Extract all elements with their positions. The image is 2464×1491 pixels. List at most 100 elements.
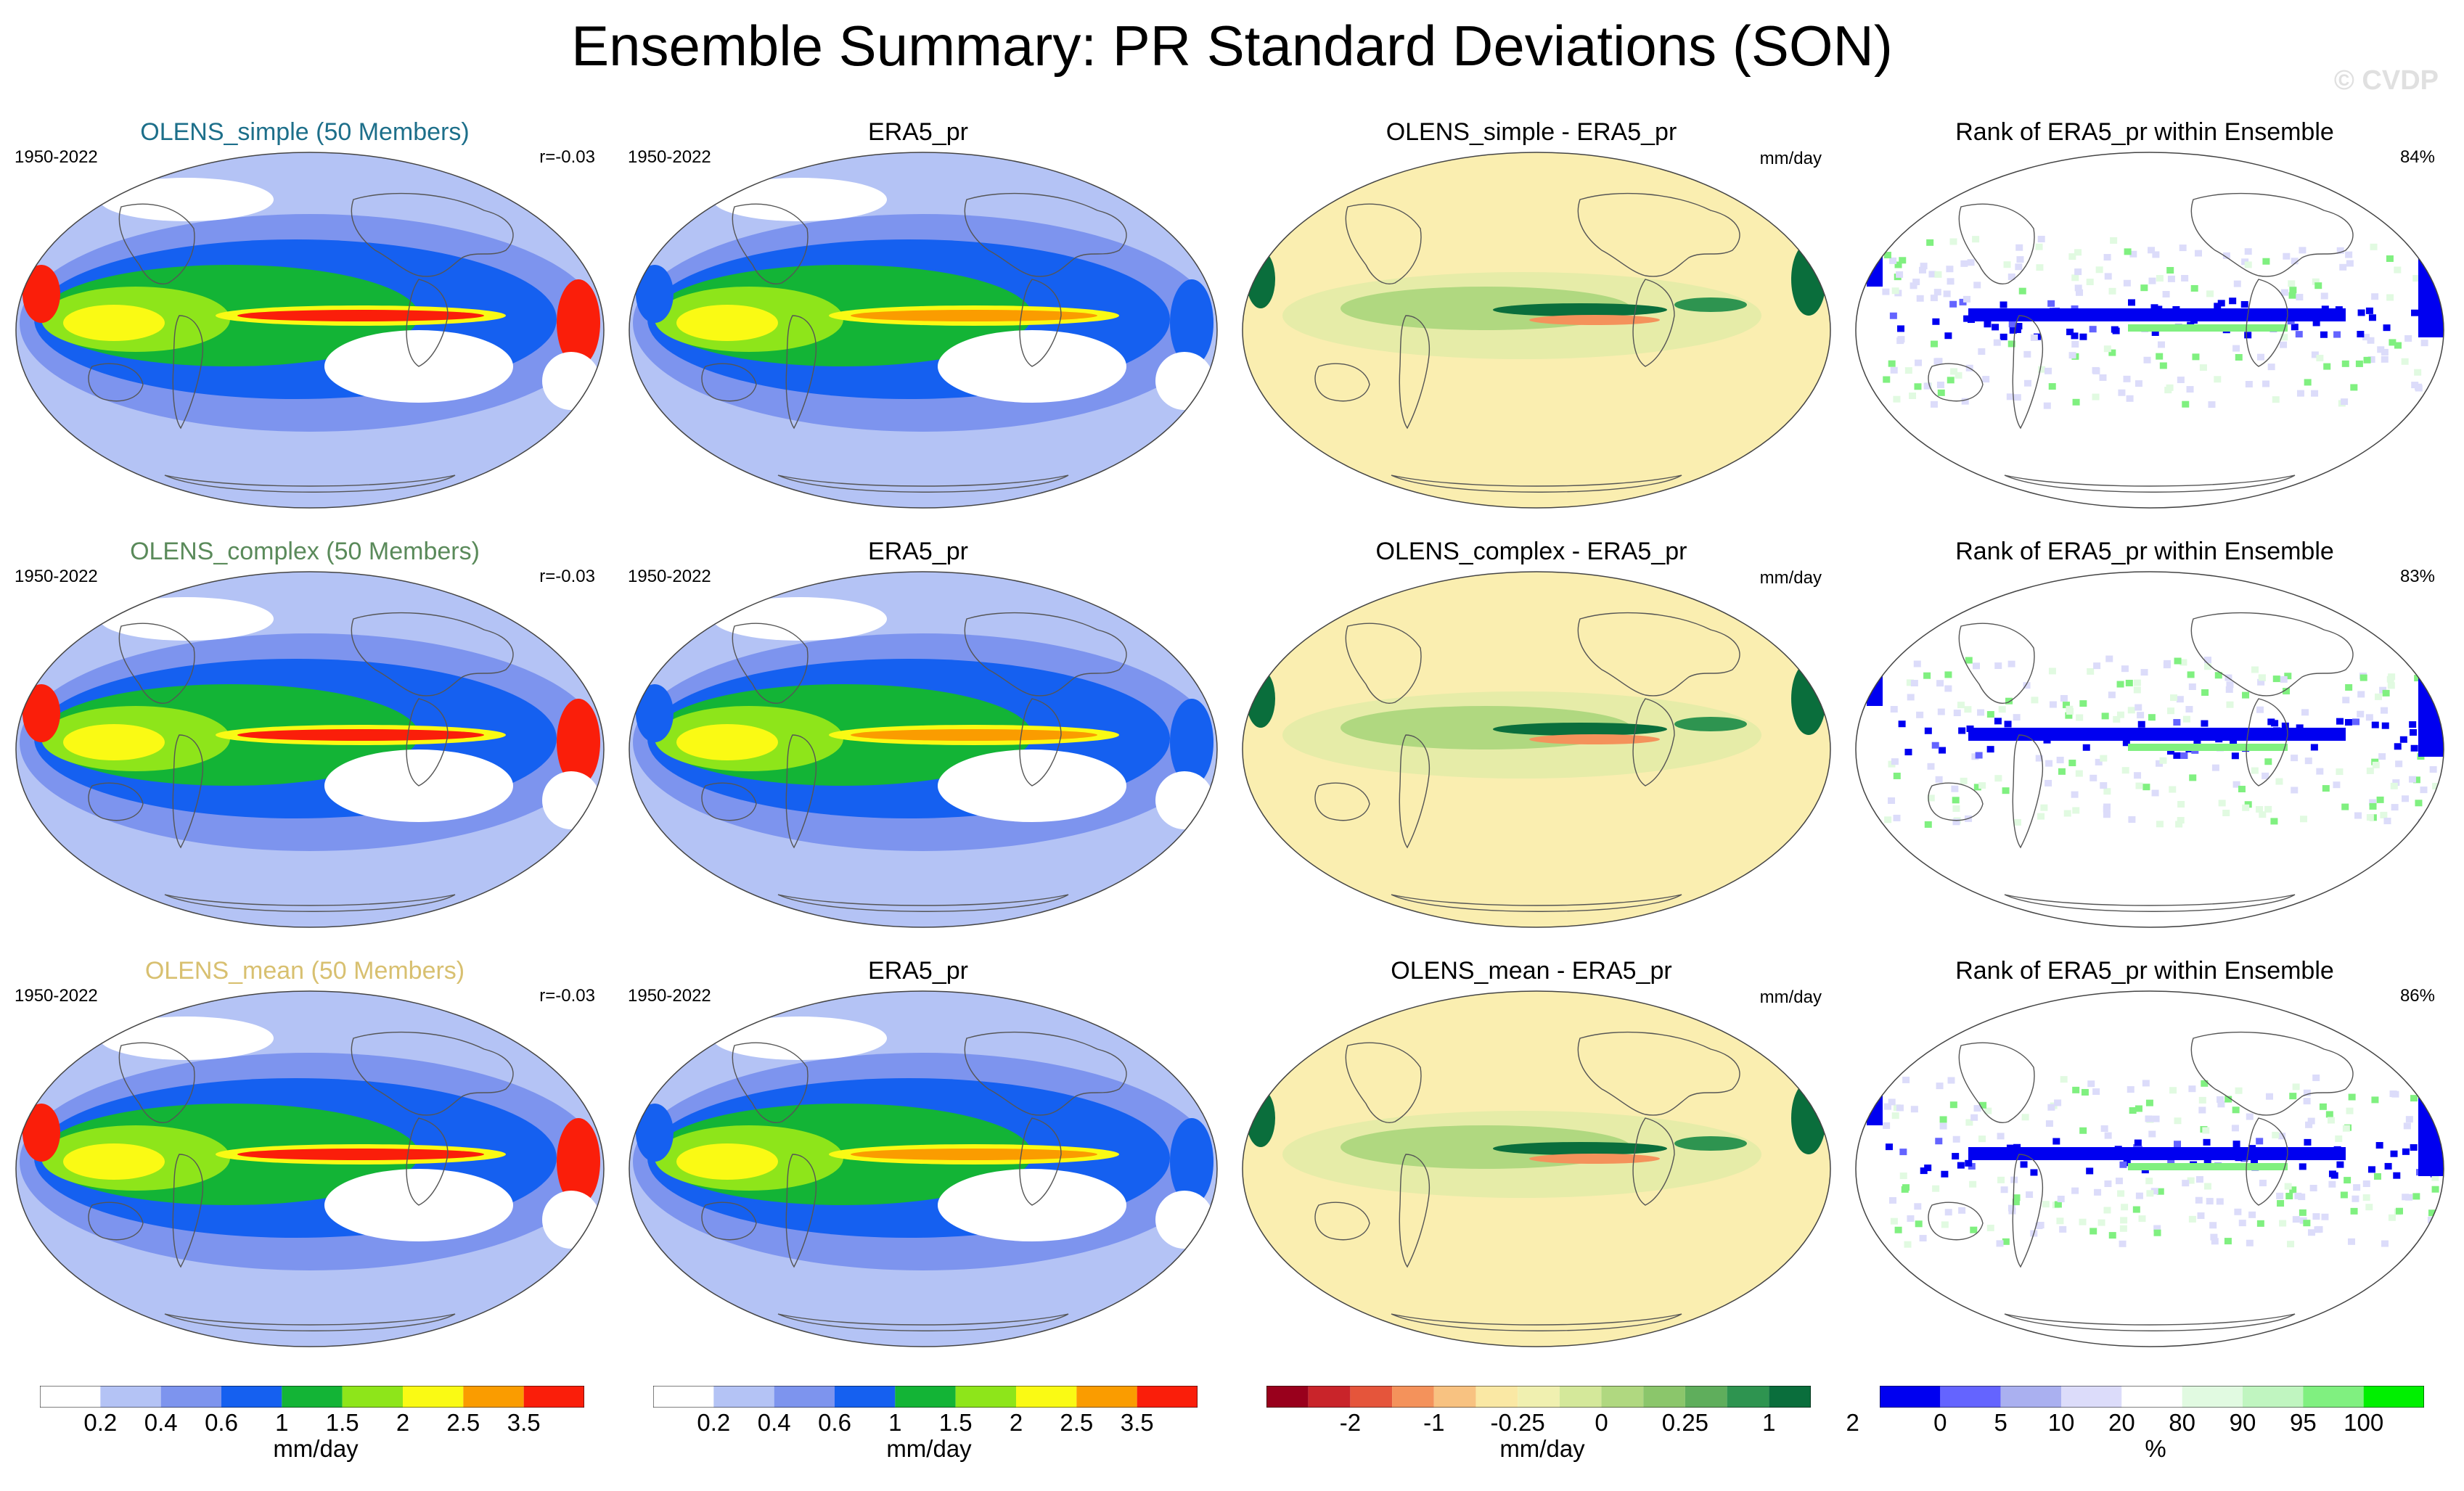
- colorbar-swatches: [1879, 1385, 2425, 1408]
- colorbar-units: mm/day: [886, 1435, 972, 1462]
- years-label: 1950-2022: [15, 147, 98, 167]
- rank-percent: 84%: [2399, 147, 2435, 167]
- colorbar-swatch: [1076, 1386, 1137, 1408]
- colorbar-swatch: [1016, 1386, 1077, 1408]
- panel-model-row3: OLENS_mean (50 Members) 1950-2022 r=-0.0…: [0, 957, 610, 1363]
- colorbar-swatch: [282, 1386, 343, 1408]
- colorbar-tick-label: 1: [1762, 1409, 1776, 1436]
- colorbar-tick-label: -2: [1339, 1409, 1362, 1436]
- colorbar-tick-label: 0: [1595, 1409, 1608, 1436]
- rank-title: Rank of ERA5_pr within Ensemble: [1955, 118, 2334, 146]
- correlation-label: r=-0.03: [539, 986, 595, 1006]
- colorbar-tick-label: 5: [1994, 1409, 2007, 1436]
- panel-obs-row1: ERA5_pr 1950-2022: [613, 118, 1223, 525]
- colorbar-tick-label: 2: [1009, 1409, 1023, 1436]
- colorbar-obs: 0.2 0.4 0.6 1 1.5 2 2.5 3.5 mm/day: [652, 1385, 1198, 1473]
- colorbar-swatches: [652, 1385, 1198, 1408]
- colorbar-swatches: [39, 1385, 585, 1408]
- colorbar-swatch: [1769, 1386, 1811, 1408]
- colorbar-tick-label: 1: [275, 1409, 289, 1436]
- diff-title: OLENS_simple - ERA5_pr: [1386, 118, 1677, 146]
- obs-title: ERA5_pr: [868, 118, 968, 146]
- years-label: 1950-2022: [628, 567, 711, 586]
- panel-diff-row3: OLENS_mean - ERA5_pr mm/day: [1227, 957, 1836, 1363]
- colorbar-swatch: [653, 1386, 714, 1408]
- model-map: [15, 152, 605, 509]
- diff-map: [1242, 990, 1831, 1347]
- colorbar-tick-label: 90: [2229, 1409, 2256, 1436]
- panel-diff-row2: OLENS_complex - ERA5_pr mm/day: [1227, 538, 1836, 944]
- colorbar-swatch: [955, 1386, 1016, 1408]
- model-title: OLENS_simple (50 Members): [140, 118, 470, 146]
- colorbar-tick-label: 80: [2169, 1409, 2196, 1436]
- colorbar-tick-label: 0.6: [205, 1409, 238, 1436]
- colorbar-tick-label: 0.4: [144, 1409, 178, 1436]
- colorbar-tick-label: 2.5: [1060, 1409, 1094, 1436]
- colorbar-tick-label: 0.6: [818, 1409, 851, 1436]
- rank-map: [1855, 152, 2444, 509]
- years-label: 1950-2022: [628, 147, 711, 167]
- units-label: mm/day: [1759, 987, 1822, 1007]
- colorbar-swatch: [2182, 1386, 2243, 1408]
- colorbar-tick-label: 20: [2108, 1409, 2135, 1436]
- obs-title: ERA5_pr: [868, 957, 968, 985]
- model-title: OLENS_complex (50 Members): [130, 538, 480, 565]
- cvdp-watermark: © CVDP: [2333, 65, 2439, 96]
- colorbar-swatch: [2243, 1386, 2304, 1408]
- years-label: 1950-2022: [15, 567, 98, 586]
- colorbar-diff: -2 -1 -0.25 0 0.25 1 2 mm/day: [1266, 1385, 1859, 1473]
- panel-obs-row2: ERA5_pr 1950-2022: [613, 538, 1223, 944]
- colorbar-tick-label: 0.4: [757, 1409, 791, 1436]
- colorbar-swatch: [895, 1386, 956, 1408]
- colorbar-tick-label: 10: [2047, 1409, 2075, 1436]
- colorbar-units: %: [2145, 1435, 2166, 1462]
- colorbar-swatch: [2121, 1386, 2182, 1408]
- correlation-label: r=-0.03: [539, 567, 595, 586]
- colorbar-tick-label: 2: [396, 1409, 410, 1436]
- panel-rank-row3: Rank of ERA5_pr within Ensemble 86%: [1840, 957, 2449, 1363]
- obs-title: ERA5_pr: [868, 538, 968, 565]
- colorbar-model: 0.2 0.4 0.6 1 1.5 2 2.5 3.5 mm/day: [39, 1385, 585, 1473]
- colorbar-swatch: [1727, 1386, 1769, 1408]
- correlation-label: r=-0.03: [539, 147, 595, 167]
- rank-map: [1855, 990, 2444, 1347]
- panel-rank-row1: Rank of ERA5_pr within Ensemble 84%: [1840, 118, 2449, 525]
- panel-obs-row3: ERA5_pr 1950-2022: [613, 957, 1223, 1363]
- diff-title: OLENS_mean - ERA5_pr: [1391, 957, 1672, 985]
- colorbar-swatch: [2363, 1386, 2424, 1408]
- colorbar-tick-label: 3.5: [1120, 1409, 1154, 1436]
- colorbar-swatches: [1266, 1385, 1812, 1408]
- rank-percent: 86%: [2399, 986, 2435, 1006]
- colorbar-tick-label: 1.5: [938, 1409, 973, 1436]
- colorbar-swatch: [2000, 1386, 2061, 1408]
- colorbar-swatch: [523, 1386, 584, 1408]
- colorbar-swatch: [1475, 1386, 1518, 1408]
- colorbar-swatch: [2303, 1386, 2364, 1408]
- colorbar-swatch: [713, 1386, 774, 1408]
- colorbar-swatch: [1433, 1386, 1476, 1408]
- colorbar-swatch: [160, 1386, 221, 1408]
- colorbar-units: mm/day: [273, 1435, 359, 1462]
- colorbar-swatch: [1940, 1386, 2001, 1408]
- colorbar-swatch: [1559, 1386, 1602, 1408]
- colorbar-tick-label: 0: [1933, 1409, 1947, 1436]
- colorbar-units: mm/day: [1499, 1435, 1585, 1462]
- colorbar-swatch: [100, 1386, 161, 1408]
- model-map: [15, 990, 605, 1347]
- colorbar-tick-label: 2: [1846, 1409, 1859, 1436]
- colorbar-tick-label: 1.5: [325, 1409, 359, 1436]
- colorbar-swatch: [1350, 1386, 1393, 1408]
- colorbar-swatch: [2061, 1386, 2122, 1408]
- colorbar-swatch: [1601, 1386, 1644, 1408]
- obs-map: [629, 990, 1218, 1347]
- panel-rank-row2: Rank of ERA5_pr within Ensemble 83%: [1840, 538, 2449, 944]
- colorbar-swatch: [342, 1386, 403, 1408]
- colorbar-tick-label: 0.25: [1661, 1409, 1709, 1436]
- colorbar-swatch: [1643, 1386, 1685, 1408]
- colorbar-swatch: [1685, 1386, 1727, 1408]
- colorbar-swatch: [403, 1386, 464, 1408]
- years-label: 1950-2022: [15, 986, 98, 1006]
- colorbar-tick-label: 95: [2289, 1409, 2317, 1436]
- colorbar-swatch: [774, 1386, 835, 1408]
- units-label: mm/day: [1759, 568, 1822, 588]
